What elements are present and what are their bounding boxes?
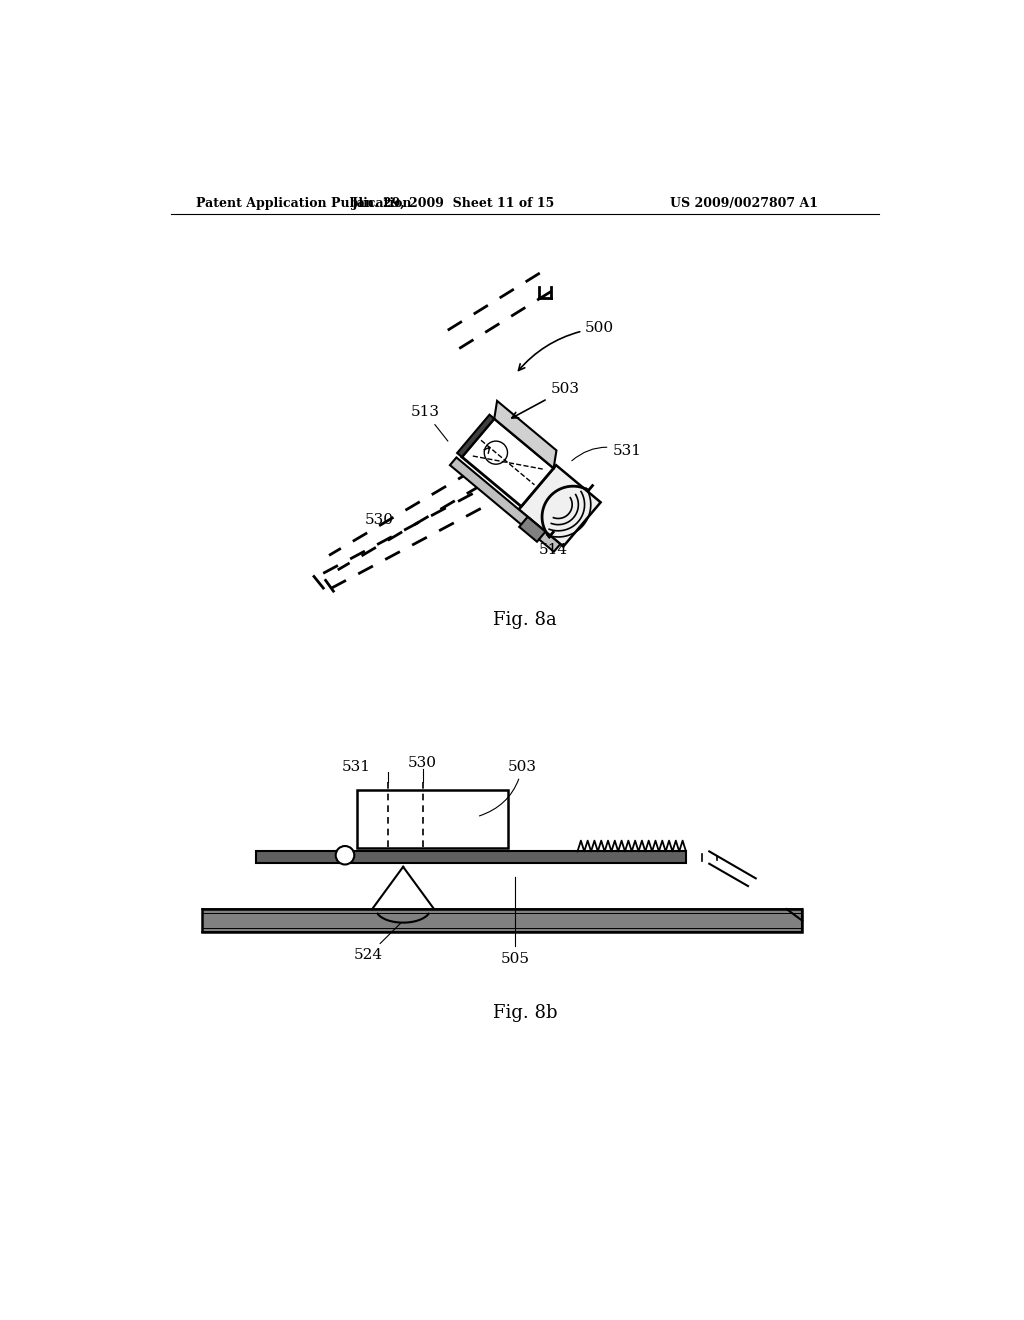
- Text: 505: 505: [501, 878, 530, 966]
- Polygon shape: [519, 465, 601, 546]
- Text: 531: 531: [342, 760, 371, 774]
- Polygon shape: [457, 414, 495, 457]
- Text: 530: 530: [365, 513, 393, 527]
- Text: 531: 531: [571, 444, 641, 461]
- Text: 530: 530: [408, 756, 437, 770]
- Text: 513: 513: [411, 405, 447, 441]
- Bar: [202, 909, 802, 932]
- Polygon shape: [462, 418, 554, 507]
- Text: Patent Application Publication: Patent Application Publication: [197, 197, 412, 210]
- Polygon shape: [519, 517, 546, 541]
- Circle shape: [336, 846, 354, 865]
- Text: 524: 524: [353, 923, 401, 962]
- Text: 503: 503: [512, 383, 580, 418]
- Text: Jan. 29, 2009  Sheet 11 of 15: Jan. 29, 2009 Sheet 11 of 15: [352, 197, 555, 210]
- Text: Fig. 8a: Fig. 8a: [493, 611, 557, 630]
- Text: 514: 514: [539, 543, 568, 557]
- Text: US 2009/0027807 A1: US 2009/0027807 A1: [671, 197, 818, 210]
- Bar: [356, 789, 508, 847]
- Text: Fig. 8b: Fig. 8b: [493, 1005, 557, 1022]
- Polygon shape: [450, 458, 560, 552]
- Bar: [256, 851, 686, 863]
- Text: 503: 503: [479, 760, 537, 816]
- Polygon shape: [495, 401, 556, 469]
- Text: 500: 500: [518, 321, 614, 371]
